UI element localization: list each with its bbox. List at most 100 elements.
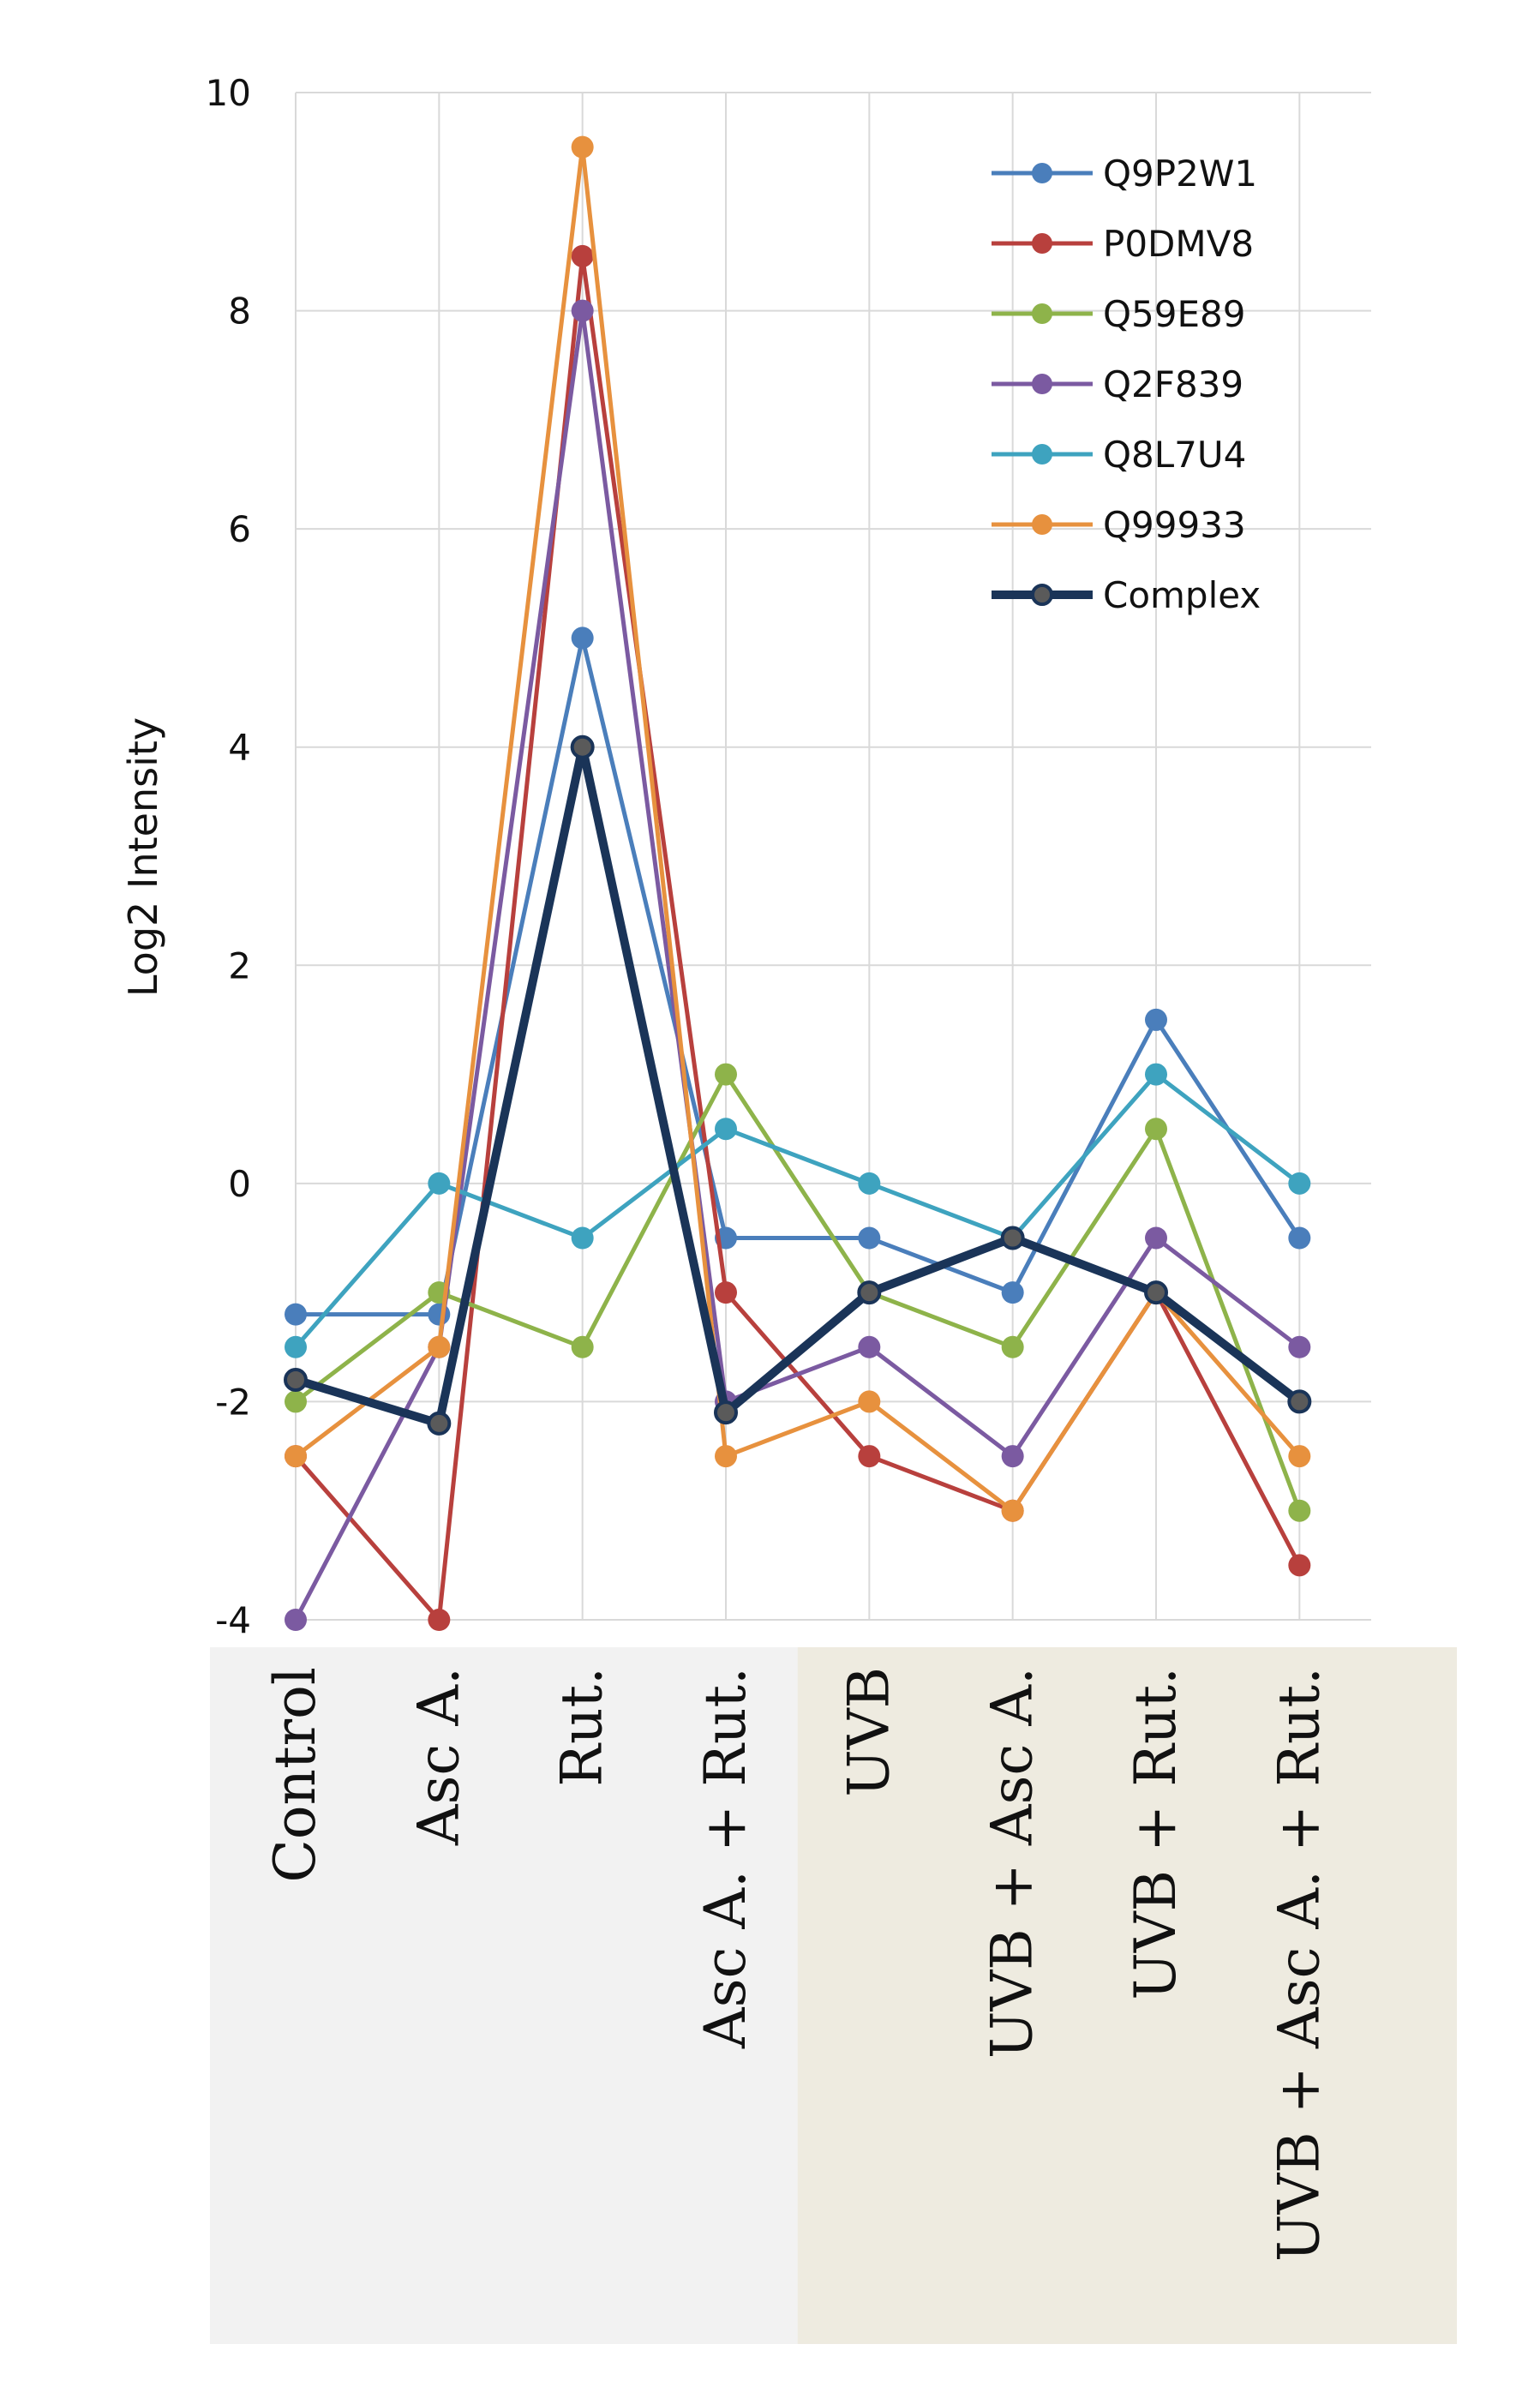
legend-label: P0DMV8 [1103, 223, 1254, 265]
series-q99933 [285, 135, 1311, 1522]
y-tick-label: 4 [228, 727, 251, 769]
legend-swatch-marker [1032, 374, 1052, 394]
axes: -4 -2 0 2 4 6 8 10 Log2 Intensity [120, 72, 251, 1641]
category-band-non-uvb [210, 1647, 798, 2344]
legend-swatch-marker [1032, 444, 1052, 465]
legend-item-q9p2w1: Q9P2W1 [992, 153, 1257, 195]
series-line-q99933 [294, 145, 1302, 1514]
category-label: UVB [836, 1667, 902, 1797]
category-band-uvb [797, 1647, 1457, 2344]
y-tick-label: 6 [228, 508, 251, 550]
data-point-q99933 [858, 1390, 881, 1413]
data-point-q9p2w1 [1001, 1281, 1024, 1304]
y-tick-label: -4 [215, 1599, 251, 1641]
data-point-complex [1000, 1226, 1025, 1250]
data-point-complex [1144, 1280, 1168, 1305]
legend-swatch-marker [1031, 584, 1053, 606]
data-point-q59e89 [285, 1390, 307, 1413]
y-tick-label: 10 [206, 72, 251, 114]
category-label: Asc A. [405, 1667, 471, 1846]
data-point-complex [857, 1280, 882, 1305]
category-label: UVB + Asc A. [980, 1667, 1046, 2059]
legend-item-q8l7u4: Q8L7U4 [992, 434, 1246, 476]
data-point-q99933 [428, 1335, 451, 1358]
category-label: Rut. [549, 1667, 615, 1787]
data-point-q9p2w1 [571, 626, 594, 650]
series-line-q2f839 [293, 309, 1301, 1622]
legend-label: Q2F839 [1103, 363, 1243, 405]
legend-swatch-marker [1032, 233, 1052, 254]
legend-item-p0dmv8: P0DMV8 [992, 223, 1254, 265]
data-point-q8l7u4 [858, 1172, 881, 1195]
data-point-q99933 [571, 135, 594, 159]
category-band-layer [210, 1647, 1457, 2344]
data-point-q9p2w1 [285, 1303, 307, 1326]
data-point-q9p2w1 [858, 1226, 881, 1250]
legend-swatch-marker [1032, 303, 1052, 324]
data-point-p0dmv8 [715, 1281, 737, 1304]
data-point-complex [284, 1367, 308, 1392]
data-point-q8l7u4 [428, 1172, 451, 1195]
data-point-q8l7u4 [1145, 1063, 1167, 1086]
data-point-q8l7u4 [571, 1226, 594, 1250]
category-label: Asc A. + Rut. [692, 1667, 758, 2049]
data-point-q99933 [715, 1445, 737, 1468]
legend-item-q99933: Q99933 [992, 504, 1246, 546]
data-point-q8l7u4 [715, 1118, 737, 1141]
data-point-q99933 [285, 1445, 307, 1468]
data-point-q2f839 [571, 299, 594, 322]
category-labels: Control Asc A. Rut. Asc A. + Rut. UVB UVB + A… [262, 1667, 1332, 2262]
y-tick-label: -2 [215, 1381, 251, 1423]
data-point-q2f839 [1145, 1226, 1167, 1250]
category-label: Control [262, 1667, 328, 1883]
series-line-q8l7u4 [294, 1072, 1301, 1349]
data-point-q59e89 [1145, 1118, 1167, 1141]
legend-label: Q59E89 [1103, 293, 1245, 335]
data-point-q59e89 [1001, 1335, 1024, 1358]
data-point-q59e89 [1288, 1499, 1311, 1522]
data-point-q9p2w1 [428, 1303, 451, 1326]
series-line-complex [294, 742, 1303, 1428]
data-point-q9p2w1 [1145, 1008, 1167, 1031]
legend-label: Q9P2W1 [1103, 153, 1257, 195]
data-point-q2f839 [858, 1335, 881, 1358]
legend-swatch-marker [1032, 514, 1052, 535]
legend-item-complex: Complex [992, 574, 1261, 616]
legend-item-q2f839: Q2F839 [992, 363, 1243, 405]
data-point-q8l7u4 [285, 1335, 307, 1358]
legend-label: Q99933 [1103, 504, 1246, 546]
legend-swatch-marker [1032, 163, 1052, 183]
data-point-q2f839 [1001, 1445, 1024, 1468]
data-point-q99933 [1001, 1499, 1024, 1522]
series-lines [284, 135, 1312, 1631]
legend: Q9P2W1 P0DMV8 Q59E89 Q2F839 Q8L7U4 Q99933 Comp… [992, 153, 1261, 616]
data-point-p0dmv8 [858, 1445, 881, 1468]
legend-label: Q8L7U4 [1103, 434, 1246, 476]
legend-label: Complex [1103, 574, 1261, 616]
series-line-q9p2w1 [296, 635, 1302, 1317]
data-point-complex [427, 1411, 452, 1436]
y-tick-label: 8 [228, 291, 251, 333]
category-label: UVB + Asc A. + Rut. [1266, 1667, 1332, 2262]
data-point-q8l7u4 [1288, 1172, 1311, 1195]
data-point-complex [714, 1400, 738, 1425]
data-point-q99933 [1288, 1445, 1311, 1468]
y-tick-label: 2 [228, 944, 251, 986]
data-point-q2f839 [285, 1609, 307, 1631]
y-axis-label: Log2 Intensity [120, 717, 166, 997]
data-point-q59e89 [715, 1063, 737, 1086]
data-point-p0dmv8 [428, 1609, 451, 1631]
gridlines [295, 92, 1371, 1621]
y-tick-label: 0 [228, 1163, 251, 1205]
series-complex [284, 734, 1312, 1436]
data-point-complex [1287, 1389, 1312, 1414]
data-point-p0dmv8 [571, 244, 594, 267]
category-label: UVB + Rut. [1123, 1667, 1189, 2000]
legend-item-q59e89: Q59E89 [992, 293, 1245, 335]
data-point-p0dmv8 [1288, 1554, 1311, 1577]
data-point-complex [570, 734, 595, 759]
data-point-q2f839 [1288, 1335, 1311, 1358]
data-point-q9p2w1 [1288, 1226, 1311, 1250]
